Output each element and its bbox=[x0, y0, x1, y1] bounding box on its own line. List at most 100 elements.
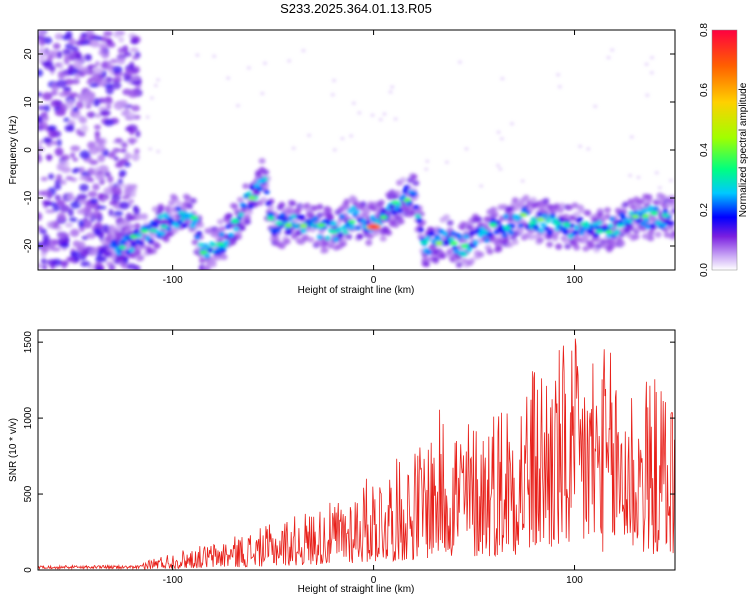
heatmap-halo-cell bbox=[562, 237, 570, 244]
heatmap-noise-cell bbox=[79, 175, 87, 181]
heatmap-speckle-cell bbox=[586, 147, 591, 151]
spectrogram-x-label: Height of straight line (km) bbox=[298, 285, 415, 296]
heatmap-core-cell bbox=[509, 223, 516, 229]
heatmap-halo-cell bbox=[603, 213, 611, 220]
heatmap-noise-cell bbox=[121, 195, 130, 200]
heatmap-noise-cell bbox=[38, 142, 42, 148]
heatmap-noise-cell bbox=[63, 55, 70, 65]
heatmap-noise-cell bbox=[69, 92, 79, 98]
snr-x-label: Height of straight line (km) bbox=[298, 584, 415, 595]
heatmap-halo-cell bbox=[244, 214, 252, 221]
heatmap-halo-cell bbox=[175, 200, 183, 207]
heatmap-core-cell bbox=[635, 218, 642, 224]
heatmap-speckle-cell bbox=[307, 133, 312, 137]
heatmap-halo-cell bbox=[267, 204, 275, 211]
heatmap-hot-cell bbox=[317, 223, 326, 228]
heatmap-core-cell bbox=[263, 189, 270, 195]
heatmap-speckle-cell bbox=[556, 73, 561, 77]
heatmap-noise-cell bbox=[132, 205, 139, 212]
heatmap-halo-cell bbox=[587, 243, 595, 250]
heatmap-noise-cell bbox=[57, 71, 64, 77]
snr-frame bbox=[37, 329, 676, 571]
heatmap-noise-cell bbox=[112, 65, 123, 74]
heatmap-noise-cell bbox=[117, 178, 124, 185]
heatmap-noise-cell bbox=[113, 32, 121, 38]
heatmap-halo-cell bbox=[529, 197, 537, 204]
chart-title: S233.2025.364.01.13.R05 bbox=[280, 1, 432, 16]
heatmap-speckle-cell bbox=[510, 122, 515, 126]
heatmap-hot-cell bbox=[231, 219, 240, 224]
heatmap-core-cell bbox=[572, 229, 579, 235]
heatmap-core-cell bbox=[311, 216, 318, 222]
heatmap-noise-cell bbox=[133, 148, 140, 155]
heatmap-core-cell bbox=[197, 242, 204, 248]
heatmap-halo-cell bbox=[289, 200, 297, 207]
colorbar-ticks: 0.0 0.2 0.4 0.6 0.8 bbox=[699, 23, 710, 277]
heatmap-halo-cell bbox=[622, 201, 630, 208]
heatmap-speckle-cell bbox=[332, 79, 337, 83]
heatmap-halo-cell bbox=[555, 243, 563, 250]
heatmap-core-cell bbox=[353, 209, 360, 215]
heatmap-core-cell bbox=[463, 234, 470, 240]
heatmap-hot-cell bbox=[478, 231, 487, 236]
heatmap-halo-cell bbox=[603, 207, 611, 214]
heatmap-halo-cell bbox=[242, 183, 250, 190]
heatmap-hot-cell bbox=[403, 197, 412, 202]
heatmap-speckle-cell bbox=[388, 90, 393, 94]
heatmap-noise-cell bbox=[59, 204, 70, 213]
heatmap-core-cell bbox=[662, 208, 669, 214]
heatmap-core-cell bbox=[389, 204, 396, 210]
colorbar-tick-label: 0.0 bbox=[699, 263, 710, 277]
heatmap-core-cell bbox=[159, 231, 166, 237]
heatmap-hot-cell bbox=[460, 244, 469, 249]
heatmap-halo-cell bbox=[632, 233, 640, 240]
heatmap-core-cell bbox=[453, 248, 460, 254]
heatmap-hot-cell bbox=[488, 222, 497, 227]
heatmap-noise-cell bbox=[38, 139, 44, 144]
y-tick-label: 20 bbox=[23, 48, 34, 60]
heatmap-halo-cell bbox=[645, 197, 653, 204]
heatmap-noise-cell bbox=[59, 179, 67, 185]
heatmap-noise-cell bbox=[63, 117, 70, 123]
heatmap-core-cell bbox=[652, 206, 659, 212]
heatmap-halo-cell bbox=[542, 197, 550, 204]
heatmap-core-cell bbox=[644, 224, 651, 230]
heatmap-hot-cell bbox=[248, 195, 257, 200]
heatmap-noise-cell bbox=[128, 199, 135, 204]
heatmap-core-cell bbox=[204, 253, 211, 259]
heatmap-halo-cell bbox=[245, 208, 253, 215]
heatmap-core-cell bbox=[147, 239, 154, 245]
heatmap-halo-cell bbox=[367, 233, 375, 240]
heatmap-core-cell bbox=[332, 236, 339, 242]
heatmap-core-cell bbox=[536, 212, 543, 218]
heatmap-noise-cell bbox=[94, 60, 100, 67]
heatmap-noise-cell bbox=[113, 210, 124, 217]
heatmap-halo-cell bbox=[423, 256, 431, 263]
heatmap-halo-cell bbox=[477, 251, 485, 258]
heatmap-noise-cell bbox=[54, 110, 66, 117]
heatmap-halo-cell bbox=[432, 256, 440, 263]
heatmap-halo-cell bbox=[663, 231, 671, 238]
heatmap-hot-cell bbox=[329, 229, 338, 234]
heatmap-speckle-cell bbox=[644, 62, 649, 66]
heatmap-core-cell bbox=[593, 232, 600, 238]
heatmap-halo-cell bbox=[412, 180, 420, 187]
heatmap-halo-cell bbox=[446, 219, 454, 226]
heatmap-speckle-cell bbox=[668, 178, 673, 182]
heatmap-core-cell bbox=[540, 222, 547, 228]
heatmap-core-cell bbox=[617, 219, 624, 225]
heatmap-noise-cell bbox=[46, 50, 57, 56]
heatmap-noise-cell bbox=[72, 106, 79, 112]
heatmap-halo-cell bbox=[594, 236, 602, 243]
heatmap-core-cell bbox=[498, 224, 505, 230]
heatmap-core-cell bbox=[257, 186, 264, 192]
heatmap-noise-cell bbox=[111, 185, 122, 194]
heatmap-core-cell bbox=[569, 223, 576, 229]
heatmap-noise-cell bbox=[64, 222, 74, 228]
heatmap-halo-cell bbox=[197, 222, 205, 229]
heatmap-core-cell bbox=[210, 242, 217, 248]
heatmap-noise-cell bbox=[101, 50, 110, 59]
heatmap-hot-cell bbox=[650, 211, 659, 216]
heatmap-noise-cell bbox=[38, 105, 46, 111]
